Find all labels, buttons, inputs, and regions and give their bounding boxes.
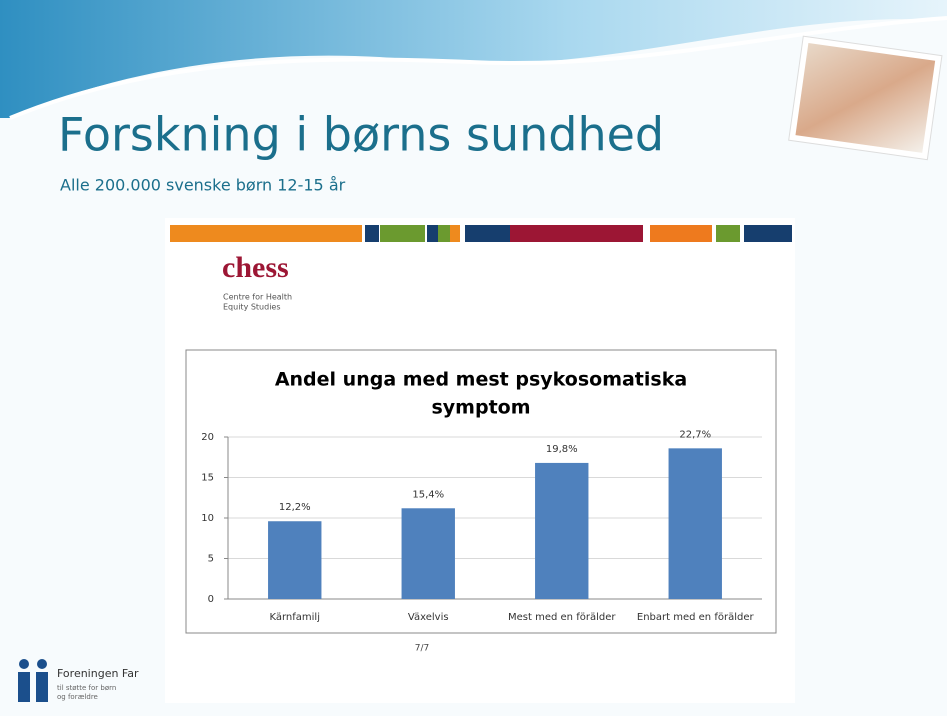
y-tick-label: 0 bbox=[208, 594, 214, 605]
photo bbox=[789, 36, 942, 159]
data-label: 15,4% bbox=[412, 489, 444, 500]
data-label: 12,2% bbox=[279, 502, 311, 513]
bar bbox=[268, 521, 321, 599]
chart-title: symptom bbox=[431, 397, 530, 419]
bar bbox=[535, 463, 588, 599]
bar bbox=[402, 508, 455, 599]
chart-title: Andel unga med mest psykosomatiska bbox=[275, 369, 687, 391]
color-strip bbox=[170, 225, 792, 242]
bar bbox=[669, 448, 722, 599]
x-tick-label: Mest med en förälder bbox=[508, 612, 616, 623]
slide: Forskning i børns sundhed Alle 200.000 s… bbox=[0, 0, 947, 716]
x-tick-label: Kärnfamilj bbox=[269, 612, 320, 623]
x-tick-label: Växelvis bbox=[408, 612, 449, 623]
x-tick-label: Enbart med en förälder bbox=[637, 612, 755, 623]
footer-tagline: og forældre bbox=[57, 693, 98, 701]
page-number: 7/7 bbox=[415, 644, 429, 654]
footer-name: Foreningen Far bbox=[57, 667, 139, 680]
y-tick-label: 5 bbox=[208, 554, 214, 565]
slide-title: Forskning i børns sundhed bbox=[58, 108, 664, 162]
y-tick-label: 10 bbox=[201, 513, 214, 524]
footer-tagline: til støtte for børn bbox=[57, 684, 116, 692]
logo-line: Centre for Health bbox=[223, 293, 292, 302]
y-tick-label: 20 bbox=[201, 432, 214, 443]
data-label: 22,7% bbox=[679, 429, 711, 440]
logo-line: Equity Studies bbox=[223, 303, 281, 312]
slide-subtitle: Alle 200.000 svenske børn 12-15 år bbox=[60, 176, 346, 195]
y-tick-label: 15 bbox=[201, 473, 214, 484]
data-label: 19,8% bbox=[546, 444, 578, 455]
logo-name: chess bbox=[222, 251, 289, 284]
page: {"slide": {"title": "Forskning i børns s… bbox=[0, 0, 947, 716]
